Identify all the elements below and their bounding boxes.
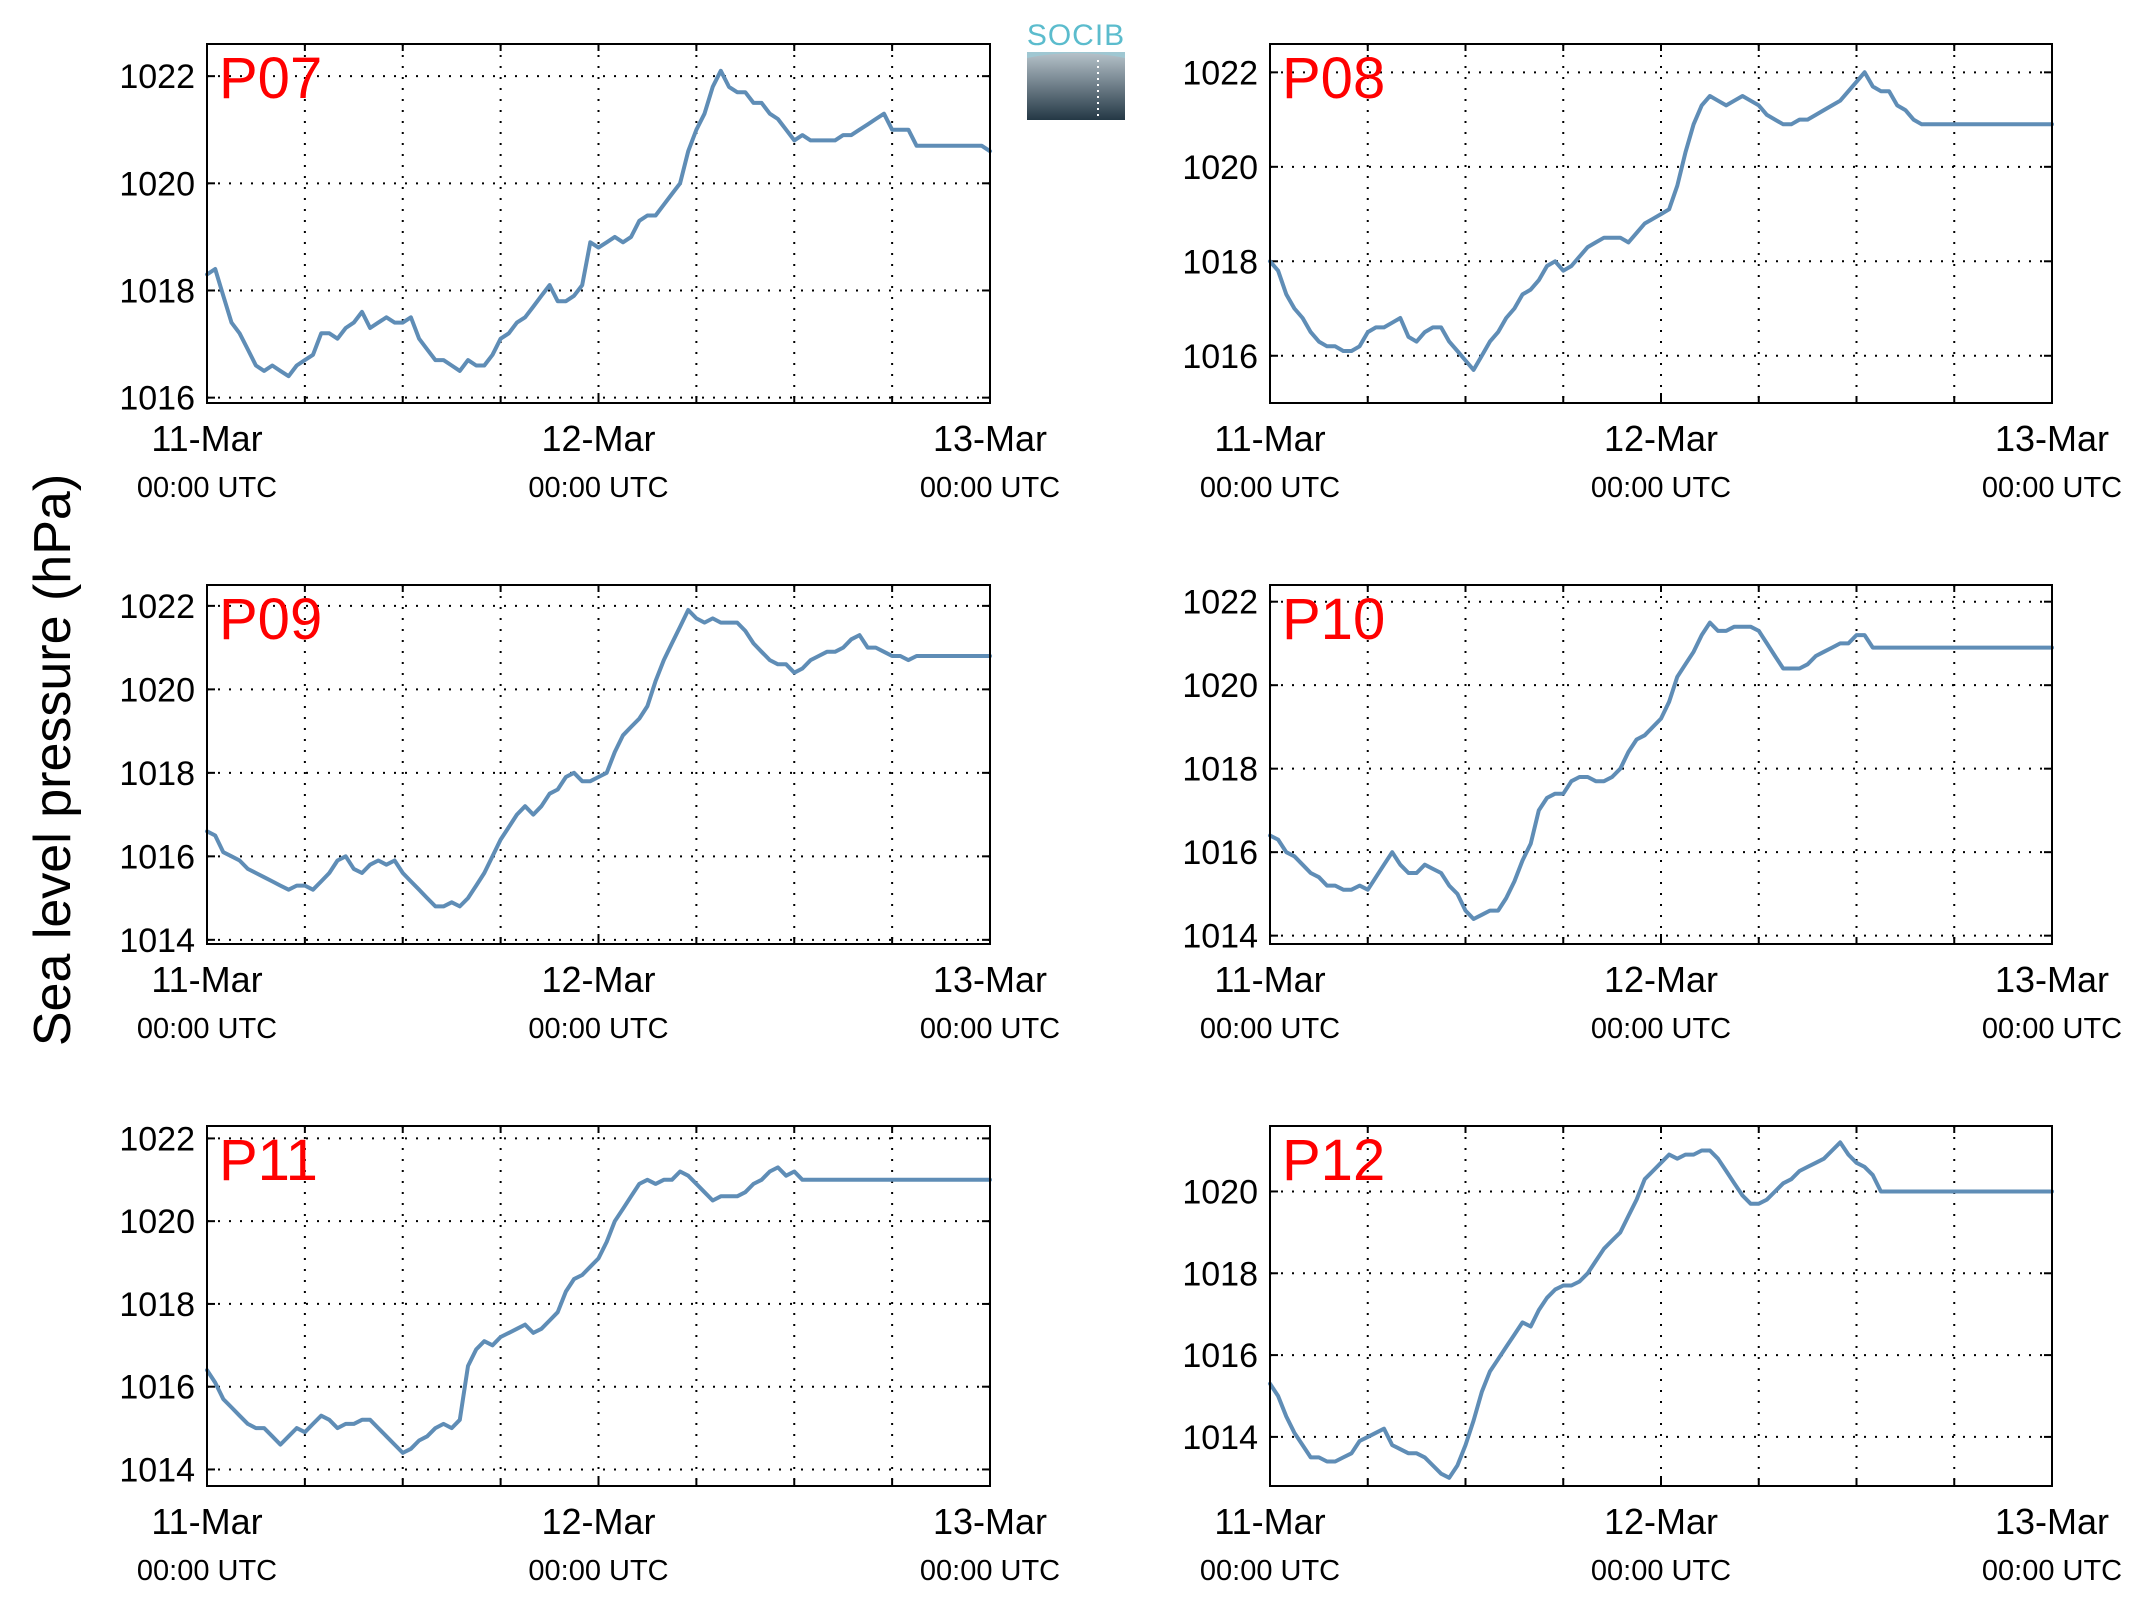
x-tick-label-time: 00:00 UTC — [1591, 472, 1731, 504]
x-tick-label-date: 11-Mar — [151, 418, 262, 459]
axes-frame — [1269, 43, 2053, 404]
y-tick-label: 1014 — [119, 1451, 195, 1489]
panel-label: P12 — [1282, 1128, 1385, 1193]
x-tick-label-time: 00:00 UTC — [1200, 1013, 1340, 1045]
y-tick-label: 1020 — [119, 1203, 195, 1241]
x-tick-label-date: 13-Mar — [933, 1501, 1047, 1542]
x-tick-label-date: 11-Mar — [1214, 959, 1325, 1000]
x-tick-label-time: 00:00 UTC — [1591, 1013, 1731, 1045]
x-tick-label-date: 12-Mar — [1604, 1501, 1718, 1542]
panel-label: P07 — [219, 46, 322, 111]
x-tick-label-time: 00:00 UTC — [1982, 472, 2122, 504]
x-tick-label-date: 13-Mar — [1995, 959, 2109, 1000]
y-tick-label: 1018 — [1182, 751, 1258, 789]
x-tick-label-date: 12-Mar — [1604, 418, 1718, 459]
x-tick-label-time: 00:00 UTC — [1982, 1555, 2122, 1587]
y-tick-label: 1016 — [1182, 1337, 1258, 1375]
y-tick-label: 1016 — [119, 838, 195, 876]
panel-label: P10 — [1282, 587, 1385, 652]
panel-label: P08 — [1282, 46, 1385, 111]
x-tick-label-date: 13-Mar — [933, 959, 1047, 1000]
x-tick-label-time: 00:00 UTC — [920, 472, 1060, 504]
logo-text: SOCIB — [1027, 19, 1125, 52]
panel-p10: 1014 1016 1018 1020 1022 11-Mar 00:00 UTC 12-Ma… — [1182, 584, 2122, 1045]
x-tick-label-time: 00:00 UTC — [1982, 1013, 2122, 1045]
pressure-series-line — [1268, 70, 2054, 372]
panel-p07: 1016 1018 1020 1022 11-Mar 00:00 UTC 12-Mar 00:… — [119, 43, 1060, 504]
x-tick-label-date: 11-Mar — [151, 1501, 262, 1542]
y-tick-label: 1018 — [1182, 1255, 1258, 1293]
axes-frame — [206, 43, 991, 404]
y-tick-label: 1018 — [1182, 243, 1258, 281]
panel-p12: 1014 1016 1018 1020 11-Mar 00:00 UTC 12-Mar 00:… — [1182, 1125, 2122, 1587]
x-tick-label-date: 12-Mar — [541, 1501, 655, 1542]
x-tick-label-time: 00:00 UTC — [528, 1013, 668, 1045]
y-tick-label: 1022 — [119, 1120, 195, 1158]
x-tick-label-date: 11-Mar — [1214, 1501, 1325, 1542]
pressure-series-line — [1268, 1140, 2054, 1480]
panel-p11: 1014 1016 1018 1020 1022 11-Mar 00:00 UTC 12-Ma… — [119, 1120, 1060, 1587]
y-tick-label: 1018 — [119, 755, 195, 793]
logo-wave — [1027, 52, 1125, 58]
y-tick-label: 1022 — [119, 58, 195, 96]
y-tick-label: 1020 — [1182, 667, 1258, 705]
y-tick-label: 1022 — [119, 588, 195, 626]
axes-frame — [1269, 584, 2053, 945]
x-tick-label-time: 00:00 UTC — [920, 1555, 1060, 1587]
y-tick-label: 1014 — [1182, 918, 1258, 956]
panel-p08: 1016 1018 1020 1022 11-Mar 00:00 UTC 12-Mar 00:… — [1182, 43, 2122, 504]
y-tick-label: 1014 — [119, 922, 195, 960]
y-tick-label: 1020 — [1182, 1173, 1258, 1211]
x-tick-label-date: 11-Mar — [1214, 418, 1325, 459]
x-tick-label-time: 00:00 UTC — [137, 472, 277, 504]
y-tick-label: 1016 — [119, 380, 195, 418]
y-tick-label: 1020 — [119, 671, 195, 709]
x-tick-label-date: 12-Mar — [1604, 959, 1718, 1000]
pressure-series-line — [205, 68, 992, 379]
x-tick-label-date: 13-Mar — [1995, 418, 2109, 459]
panel-label: P09 — [219, 587, 322, 652]
y-tick-label: 1016 — [119, 1369, 195, 1407]
x-tick-label-time: 00:00 UTC — [528, 472, 668, 504]
y-tick-label: 1020 — [119, 165, 195, 203]
y-tick-label: 1018 — [119, 272, 195, 310]
panel-p09: 1014 1016 1018 1020 1022 11-Mar 00:00 UTC 12-Ma… — [119, 584, 1060, 1045]
axes-frame — [1269, 1125, 2053, 1487]
y-axis-label: Sea level pressure (hPa) — [24, 474, 82, 1046]
x-tick-label-time: 00:00 UTC — [137, 1555, 277, 1587]
y-tick-label: 1014 — [1182, 1419, 1258, 1457]
axes-frame — [206, 1125, 991, 1487]
x-tick-label-time: 00:00 UTC — [1591, 1555, 1731, 1587]
pressure-series-line — [205, 1165, 992, 1455]
x-tick-label-date: 13-Mar — [1995, 1501, 2109, 1542]
x-tick-label-time: 00:00 UTC — [528, 1555, 668, 1587]
y-tick-label: 1016 — [1182, 834, 1258, 872]
y-tick-label: 1022 — [1182, 54, 1258, 92]
panel-label: P11 — [219, 1128, 318, 1193]
x-tick-label-time: 00:00 UTC — [1200, 472, 1340, 504]
x-tick-label-time: 00:00 UTC — [920, 1013, 1060, 1045]
pressure-series-line — [205, 608, 992, 909]
x-tick-label-date: 11-Mar — [151, 959, 262, 1000]
x-tick-label-time: 00:00 UTC — [137, 1013, 277, 1045]
socib-logo: SOCIB — [1027, 19, 1125, 120]
y-tick-label: 1018 — [119, 1286, 195, 1324]
y-tick-label: 1020 — [1182, 149, 1258, 187]
axes-frame — [206, 584, 991, 945]
x-tick-label-date: 12-Mar — [541, 959, 655, 1000]
x-tick-label-time: 00:00 UTC — [1200, 1555, 1340, 1587]
pressure-series-line — [1268, 620, 2054, 921]
y-tick-label: 1016 — [1182, 338, 1258, 376]
y-tick-label: 1022 — [1182, 584, 1258, 622]
logo-block — [1027, 52, 1125, 120]
x-tick-label-date: 13-Mar — [933, 418, 1047, 459]
x-tick-label-date: 12-Mar — [541, 418, 655, 459]
